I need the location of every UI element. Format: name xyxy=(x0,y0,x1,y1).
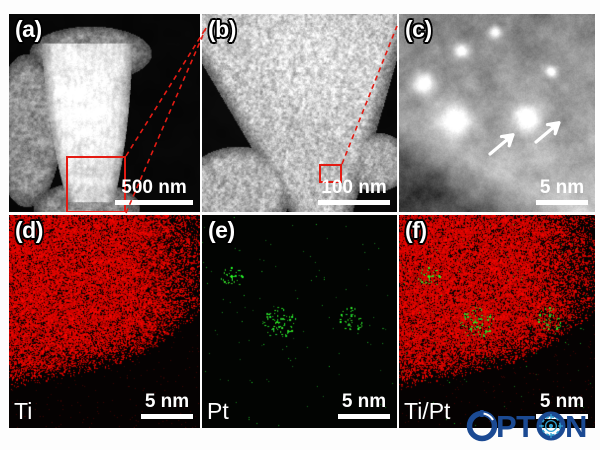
panel-d[interactable]: (d) Ti 5 nm xyxy=(9,215,202,428)
panel-c-scalebar-text: 5 nm xyxy=(539,177,585,198)
panel-c-scalebar-line xyxy=(536,200,588,205)
panel-a[interactable]: (a) 500 nm xyxy=(9,14,202,215)
panel-d-scalebar: 5 nm xyxy=(141,392,193,419)
panel-e-scalebar: 5 nm xyxy=(338,392,390,419)
panel-e-label: (e) xyxy=(208,217,235,243)
panel-e-scalebar-text: 5 nm xyxy=(341,391,387,412)
figure-matte-left xyxy=(0,0,9,450)
panel-b-label: (b) xyxy=(208,16,236,42)
panel-c-arrow-icons xyxy=(488,121,561,156)
arrow-icon-2 xyxy=(534,121,561,144)
panel-b-scalebar-line xyxy=(318,200,390,205)
panel-a-scalebar-text: 500 nm xyxy=(121,177,187,198)
panel-c[interactable]: (c) 5 nm xyxy=(399,14,595,215)
panel-d-scalebar-text: 5 nm xyxy=(144,391,190,412)
panel-f-scalebar: 5 nm xyxy=(536,392,588,419)
panel-c-scalebar: 5 nm xyxy=(536,178,588,205)
panel-b-roi-box xyxy=(319,164,342,183)
panel-f-scalebar-line xyxy=(536,414,588,419)
panel-b-scalebar-text: 100 nm xyxy=(321,177,387,198)
panel-b-scalebar: 100 nm xyxy=(318,178,390,205)
panel-c-image xyxy=(399,14,595,212)
panel-f-label: (f) xyxy=(405,217,427,243)
panel-f-scalebar-text: 5 nm xyxy=(539,391,585,412)
panel-f-element-label: Ti/Pt xyxy=(404,398,451,424)
panel-c-label: (c) xyxy=(405,16,432,42)
panel-a-scalebar: 500 nm xyxy=(115,178,193,205)
panel-d-image xyxy=(9,215,200,428)
panel-a-label: (a) xyxy=(15,16,42,42)
panel-f-image xyxy=(399,215,595,428)
panel-e[interactable]: (e) Pt 5 nm xyxy=(202,215,399,428)
figure-matte-right xyxy=(595,0,600,450)
panel-e-image xyxy=(202,215,397,428)
panel-e-element-label: Pt xyxy=(207,398,229,424)
figure-matte-top xyxy=(0,0,600,14)
panel-grid: (a) 500 nm (b) 100 nm (c) xyxy=(9,14,595,428)
panel-e-scalebar-line xyxy=(338,414,390,419)
panel-a-scalebar-line xyxy=(115,200,193,205)
panel-d-label: (d) xyxy=(15,217,43,243)
panel-d-scalebar-line xyxy=(141,414,193,419)
figure-matte-bottom xyxy=(0,428,600,450)
arrow-icon-1 xyxy=(488,133,515,156)
panel-f[interactable]: (f) Ti/Pt 5 nm xyxy=(399,215,595,428)
panel-d-element-label: Ti xyxy=(14,398,33,424)
panel-a-roi-box xyxy=(66,156,126,212)
panel-b[interactable]: (b) 100 nm xyxy=(202,14,399,215)
